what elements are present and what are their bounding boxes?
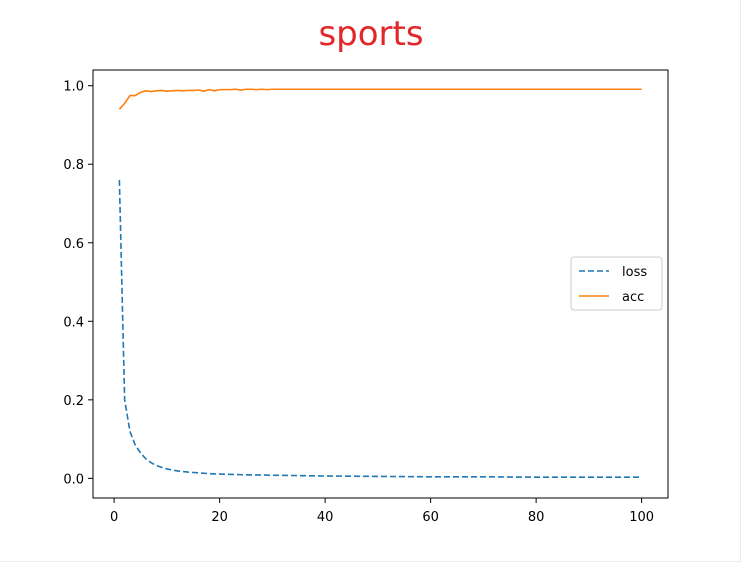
legend-label-loss: loss xyxy=(622,265,647,280)
series-line-loss xyxy=(118,179,642,478)
y-tick-label: 0.4 xyxy=(63,315,84,330)
x-tick-label: 40 xyxy=(317,510,334,525)
legend: loss acc xyxy=(570,256,663,311)
chart-title: sports xyxy=(318,14,424,54)
series-line-acc xyxy=(118,88,642,110)
axes-frame xyxy=(92,69,669,499)
x-tick-label: 20 xyxy=(211,510,228,525)
x-tick-label: 0 xyxy=(110,510,118,525)
x-tick-label: 100 xyxy=(629,510,654,525)
legend-label-acc: acc xyxy=(622,290,644,305)
x-tick-label: 60 xyxy=(422,510,439,525)
y-tick-label: 0.8 xyxy=(63,158,84,173)
y-tick-label: 1.0 xyxy=(63,80,84,95)
x-tick-label: 80 xyxy=(528,510,545,525)
y-tick-label: 0.6 xyxy=(63,237,84,252)
y-tick-label: 0.2 xyxy=(63,394,84,409)
y-tick-label: 0.0 xyxy=(63,472,84,487)
legend-box xyxy=(570,256,663,311)
